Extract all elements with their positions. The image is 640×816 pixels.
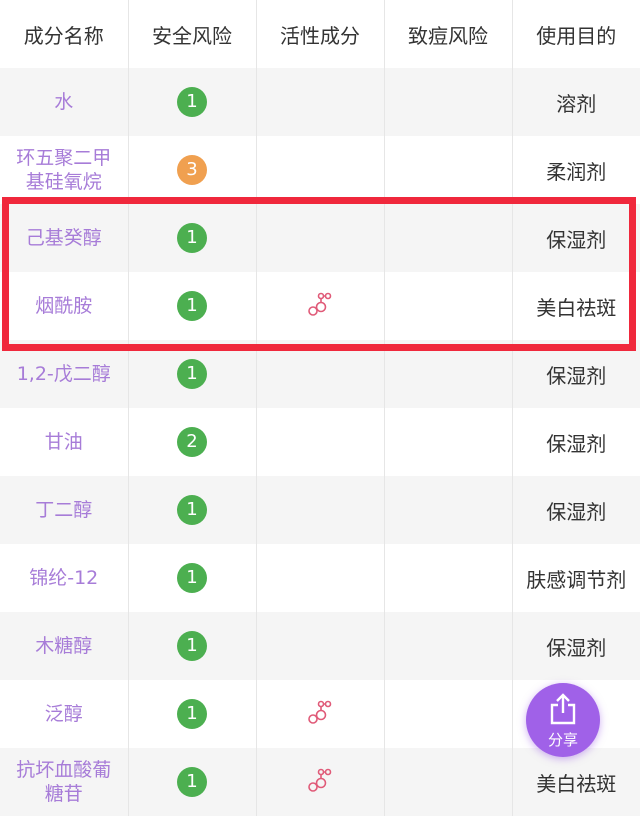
share-label: 分享 [547, 731, 578, 749]
molecule-icon [307, 768, 333, 797]
acne-risk-cell [383, 204, 512, 272]
table-row[interactable]: 抗坏血酸葡糖苷 1 美白祛斑 [0, 748, 640, 816]
risk-badge: 1 [177, 223, 207, 253]
safety-risk-cell: 1 [127, 204, 256, 272]
active-cell [255, 680, 384, 748]
ingredient-name[interactable]: 己基癸醇 [0, 204, 128, 272]
risk-badge: 1 [177, 359, 207, 389]
purpose-cell: 溶剂 [511, 68, 640, 136]
ingredient-name[interactable]: 木糖醇 [0, 612, 128, 680]
safety-risk-cell: 1 [127, 680, 256, 748]
acne-risk-cell [383, 408, 512, 476]
acne-risk-cell [383, 272, 512, 340]
share-icon [550, 693, 576, 725]
ingredient-name[interactable]: 1,2-戊二醇 [0, 340, 128, 408]
ingredient-name[interactable]: 水 [0, 68, 128, 136]
table-row[interactable]: 1,2-戊二醇 1 保湿剂 [0, 340, 640, 408]
molecule-icon [307, 700, 333, 729]
ingredient-name[interactable]: 泛醇 [44, 703, 83, 725]
ingredient-name[interactable]: 烟酰胺 [35, 295, 93, 317]
risk-badge: 1 [177, 563, 207, 593]
header-active: 活性成分 [255, 0, 384, 68]
risk-badge: 1 [177, 767, 207, 797]
active-cell [255, 68, 384, 136]
purpose-cell: 美白祛斑 [511, 748, 640, 816]
active-cell [255, 476, 384, 544]
table-row[interactable]: 水 1 溶剂 [0, 68, 640, 136]
active-cell [255, 544, 384, 612]
header-safety-risk: 安全风险 [127, 0, 256, 68]
acne-risk-cell [383, 68, 512, 136]
active-cell [255, 204, 384, 272]
ingredient-name[interactable]: 环五聚二甲基硅氧烷 [16, 147, 112, 193]
active-cell [255, 340, 384, 408]
safety-risk-cell: 1 [127, 612, 256, 680]
share-button[interactable]: 分享 [526, 683, 600, 757]
ingredient-name[interactable]: 丁二醇 [0, 476, 128, 544]
risk-badge: 1 [177, 699, 207, 729]
ingredient-name[interactable]: 锦纶-12 [29, 567, 99, 589]
table-row[interactable]: 环五聚二甲基硅氧烷 3 柔润剂 [0, 136, 640, 204]
active-cell [255, 612, 384, 680]
acne-risk-cell [383, 680, 512, 748]
table-row[interactable]: 木糖醇 1 保湿剂 [0, 612, 640, 680]
molecule-icon [307, 292, 333, 321]
active-cell [255, 272, 384, 340]
risk-badge: 1 [177, 87, 207, 117]
safety-risk-cell: 1 [127, 68, 256, 136]
active-cell [255, 748, 384, 816]
risk-badge: 3 [177, 155, 207, 185]
header-acne-risk: 致痘风险 [383, 0, 512, 68]
table-row[interactable]: 甘油 2 保湿剂 [0, 408, 640, 476]
safety-risk-cell: 3 [127, 136, 256, 204]
safety-risk-cell: 1 [127, 476, 256, 544]
purpose-cell: 柔润剂 [511, 136, 640, 204]
risk-badge: 1 [177, 631, 207, 661]
risk-badge: 2 [177, 427, 207, 457]
risk-badge: 1 [177, 291, 207, 321]
active-cell [255, 408, 384, 476]
safety-risk-cell: 1 [127, 544, 256, 612]
table-row[interactable]: 己基癸醇 1 保湿剂 [0, 204, 640, 272]
purpose-cell: 肤感调节剂 [511, 544, 640, 612]
safety-risk-cell: 1 [127, 340, 256, 408]
risk-badge: 1 [177, 495, 207, 525]
purpose-cell: 保湿剂 [511, 204, 640, 272]
purpose-cell: 美白祛斑 [511, 272, 640, 340]
acne-risk-cell [383, 612, 512, 680]
header-purpose: 使用目的 [511, 0, 640, 68]
table-row[interactable]: 锦纶-12 1 肤感调节剂 [0, 544, 640, 612]
safety-risk-cell: 2 [127, 408, 256, 476]
table-row[interactable]: 烟酰胺 1 美白祛斑 [0, 272, 640, 340]
purpose-cell: 保湿剂 [511, 612, 640, 680]
active-cell [255, 136, 384, 204]
acne-risk-cell [383, 748, 512, 816]
purpose-cell: 保湿剂 [511, 340, 640, 408]
ingredient-name[interactable]: 抗坏血酸葡糖苷 [0, 748, 128, 816]
acne-risk-cell [383, 476, 512, 544]
table-row[interactable]: 丁二醇 1 保湿剂 [0, 476, 640, 544]
table-header: 成分名称 安全风险 活性成分 致痘风险 使用目的 [0, 0, 640, 68]
purpose-cell: 保湿剂 [511, 408, 640, 476]
safety-risk-cell: 1 [127, 272, 256, 340]
acne-risk-cell [383, 544, 512, 612]
header-name: 成分名称 [0, 0, 128, 68]
purpose-cell: 保湿剂 [511, 476, 640, 544]
acne-risk-cell [383, 340, 512, 408]
safety-risk-cell: 1 [127, 748, 256, 816]
acne-risk-cell [383, 136, 512, 204]
ingredient-name[interactable]: 甘油 [44, 431, 83, 453]
